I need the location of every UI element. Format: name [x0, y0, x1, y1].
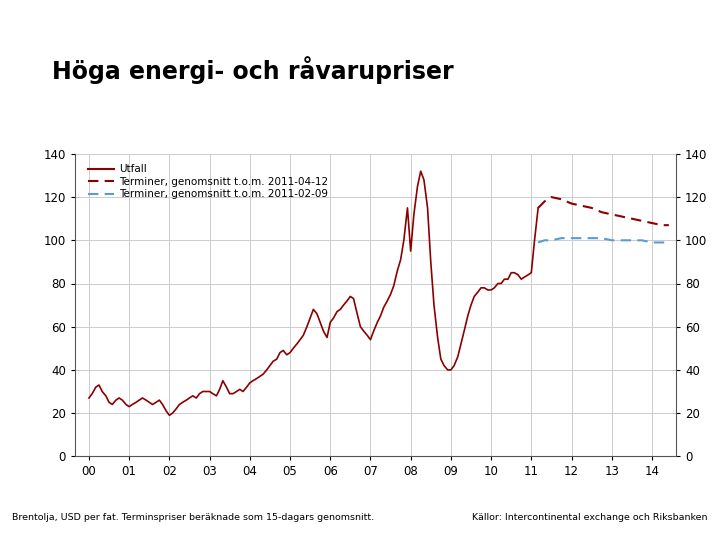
Legend: Utfall, Terminer, genomsnitt t.o.m. 2011-04-12, Terminer, genomsnitt t.o.m. 2011: Utfall, Terminer, genomsnitt t.o.m. 2011…: [86, 162, 330, 201]
Text: Höga energi- och råvarupriser: Höga energi- och råvarupriser: [52, 56, 454, 84]
Text: Brentolja, USD per fat. Terminspriser beräknade som 15-dagars genomsnitt.: Brentolja, USD per fat. Terminspriser be…: [12, 513, 374, 522]
Text: Källor: Intercontinental exchange och Riksbanken: Källor: Intercontinental exchange och Ri…: [472, 513, 708, 522]
Text: ❧ ✦ ❧
  ☯: ❧ ✦ ❧ ☯: [629, 24, 656, 44]
Text: SVERIGES
RIKSBANK: SVERIGES RIKSBANK: [621, 56, 665, 77]
